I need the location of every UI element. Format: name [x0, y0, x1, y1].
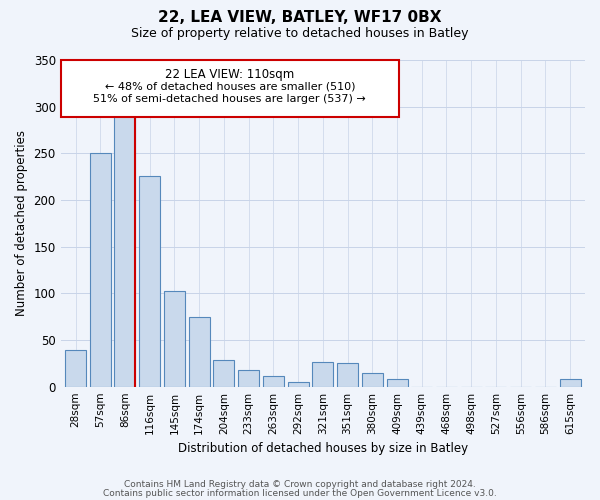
Text: ← 48% of detached houses are smaller (510): ← 48% of detached houses are smaller (51…: [104, 81, 355, 91]
Bar: [386, 379, 407, 386]
Bar: [313, 362, 334, 386]
Bar: [188, 316, 209, 386]
Bar: [362, 372, 383, 386]
Text: Contains HM Land Registry data © Crown copyright and database right 2024.: Contains HM Land Registry data © Crown c…: [124, 480, 476, 489]
Text: Contains public sector information licensed under the Open Government Licence v3: Contains public sector information licen…: [103, 488, 497, 498]
Bar: [337, 364, 358, 386]
X-axis label: Distribution of detached houses by size in Batley: Distribution of detached houses by size …: [178, 442, 468, 455]
Bar: [65, 350, 86, 386]
Y-axis label: Number of detached properties: Number of detached properties: [15, 130, 28, 316]
Text: 22, LEA VIEW, BATLEY, WF17 0BX: 22, LEA VIEW, BATLEY, WF17 0BX: [158, 10, 442, 25]
Bar: [214, 360, 235, 386]
Bar: [90, 154, 111, 386]
Text: 22 LEA VIEW: 110sqm: 22 LEA VIEW: 110sqm: [165, 68, 295, 81]
FancyBboxPatch shape: [61, 60, 399, 117]
Bar: [164, 290, 185, 386]
Bar: [115, 114, 136, 386]
Text: 51% of semi-detached houses are larger (537) →: 51% of semi-detached houses are larger (…: [94, 94, 366, 104]
Bar: [238, 370, 259, 386]
Text: Size of property relative to detached houses in Batley: Size of property relative to detached ho…: [131, 28, 469, 40]
Bar: [287, 382, 308, 386]
Bar: [263, 376, 284, 386]
Bar: [560, 379, 581, 386]
Bar: [139, 176, 160, 386]
